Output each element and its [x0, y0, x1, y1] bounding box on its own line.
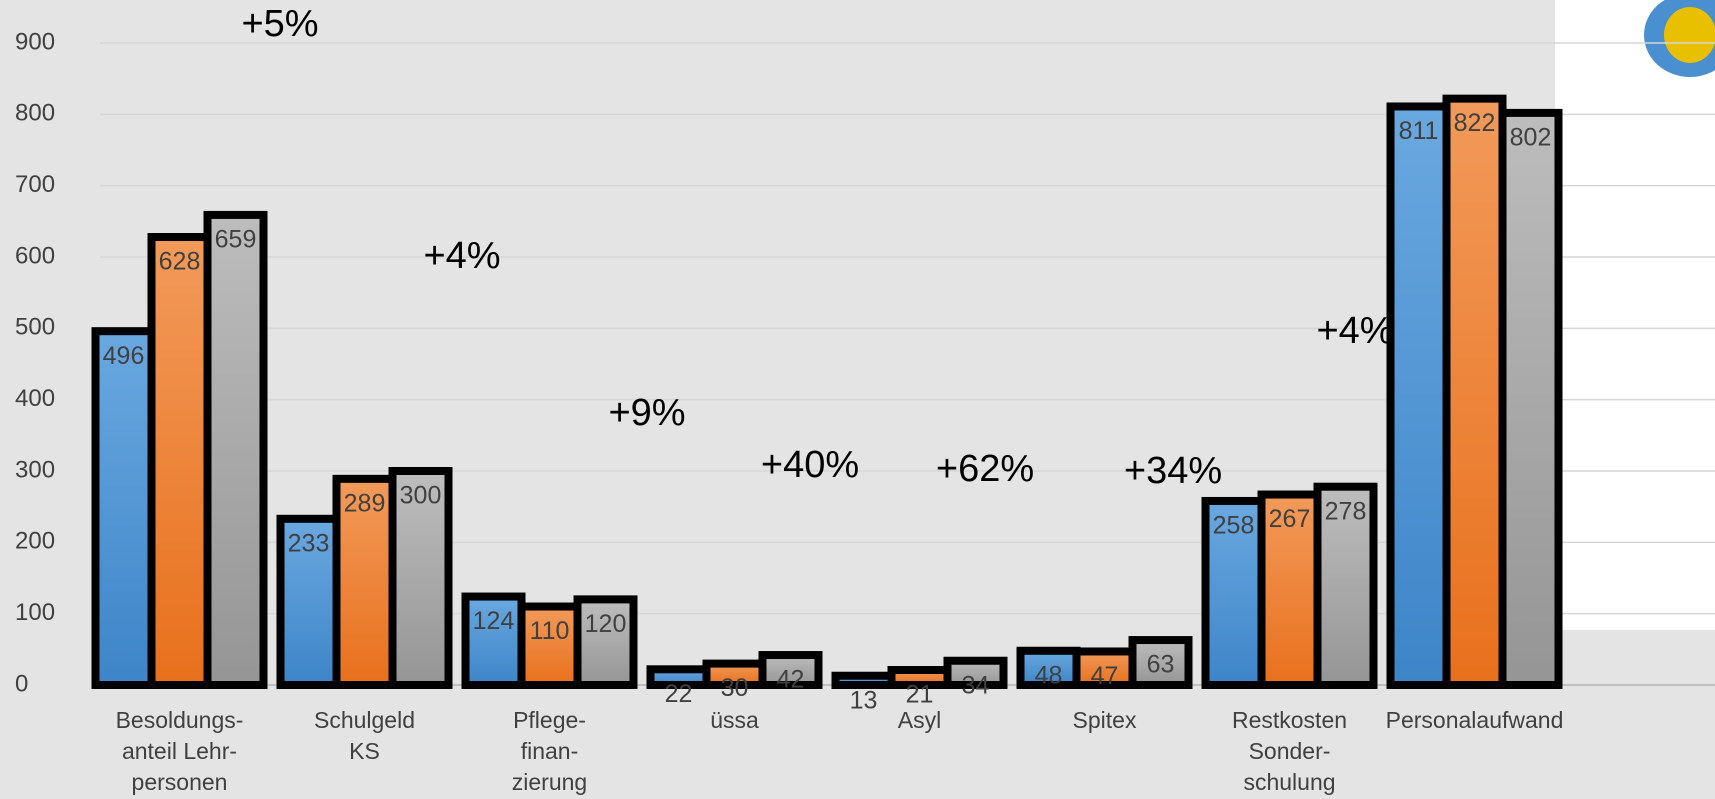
x-tick-label: KS — [349, 738, 380, 764]
bar — [1313, 482, 1378, 689]
x-tick-label: Personalaufwand — [1386, 707, 1564, 733]
y-tick-label: 100 — [15, 599, 55, 626]
x-tick-label: personen — [132, 769, 228, 795]
bar — [1442, 94, 1507, 689]
y-tick-label: 600 — [15, 242, 55, 269]
y-tick-label: 300 — [15, 456, 55, 483]
x-tick-label: Restkosten — [1232, 707, 1347, 733]
logo-center — [1664, 7, 1715, 63]
side-panel — [1555, 0, 1715, 630]
y-tick-label: 200 — [15, 528, 55, 555]
x-tick-label: Asyl — [898, 707, 941, 733]
bar — [388, 467, 453, 689]
x-tick-label: Besoldungs- — [116, 707, 244, 733]
y-tick-label: 500 — [15, 314, 55, 341]
y-tick-label: 0 — [15, 670, 28, 697]
value-label: 278 — [1325, 497, 1367, 525]
bar — [1386, 102, 1451, 689]
value-label: 47 — [1091, 662, 1119, 690]
value-label: 21 — [906, 681, 934, 709]
value-label: 300 — [400, 482, 442, 510]
x-tick-label: Sonder- — [1249, 738, 1331, 764]
x-tick-label: schulung — [1243, 769, 1335, 795]
bar — [332, 474, 397, 690]
value-label: 628 — [159, 248, 201, 276]
annotation: +40% — [761, 444, 859, 486]
x-tick-label: zierung — [512, 769, 587, 795]
bar — [831, 671, 896, 690]
y-tick-label: 800 — [15, 100, 55, 127]
value-label: 124 — [473, 607, 515, 635]
x-tick-label: Schulgeld — [314, 707, 415, 733]
annotation: +4% — [1316, 310, 1393, 352]
value-label: 30 — [721, 674, 749, 702]
value-label: 110 — [530, 617, 570, 645]
bar — [203, 210, 268, 689]
bar — [573, 595, 638, 690]
bar — [1128, 636, 1193, 689]
annotation: +9% — [608, 392, 685, 434]
x-tick-label: anteil Lehr- — [122, 738, 237, 764]
value-label: 802 — [1510, 124, 1552, 152]
y-tick-label: 700 — [15, 171, 55, 198]
bar — [1201, 496, 1266, 689]
x-tick-label: finan- — [521, 738, 579, 764]
x-tick-label: Spitex — [1073, 707, 1137, 733]
bar — [943, 656, 1008, 689]
value-label: 233 — [288, 529, 330, 557]
y-tick-label: 900 — [15, 28, 55, 55]
bar — [147, 233, 212, 689]
value-label: 42 — [777, 666, 805, 694]
value-label: 22 — [665, 680, 693, 708]
value-label: 63 — [1147, 651, 1175, 679]
value-label: 811 — [1399, 117, 1439, 145]
y-tick-label: 400 — [15, 385, 55, 412]
bar — [1498, 108, 1563, 689]
annotation: +62% — [936, 448, 1034, 490]
annotation: +34% — [1124, 450, 1222, 492]
bar — [758, 651, 823, 689]
annotation: +4% — [423, 235, 500, 277]
value-label: 34 — [962, 671, 990, 699]
value-label: 48 — [1035, 661, 1063, 689]
annotation: +5% — [241, 3, 318, 45]
value-label: 496 — [103, 342, 145, 370]
value-label: 289 — [344, 489, 386, 517]
x-tick-label: üssa — [710, 707, 759, 733]
value-label: 822 — [1454, 109, 1496, 137]
x-tick-label: Pflege- — [513, 707, 586, 733]
value-label: 659 — [215, 226, 257, 254]
value-label: 13 — [850, 686, 878, 714]
bar — [461, 592, 526, 690]
value-label: 258 — [1213, 512, 1255, 540]
value-label: 120 — [585, 610, 627, 638]
bar — [91, 327, 156, 689]
value-label: 267 — [1269, 505, 1311, 533]
